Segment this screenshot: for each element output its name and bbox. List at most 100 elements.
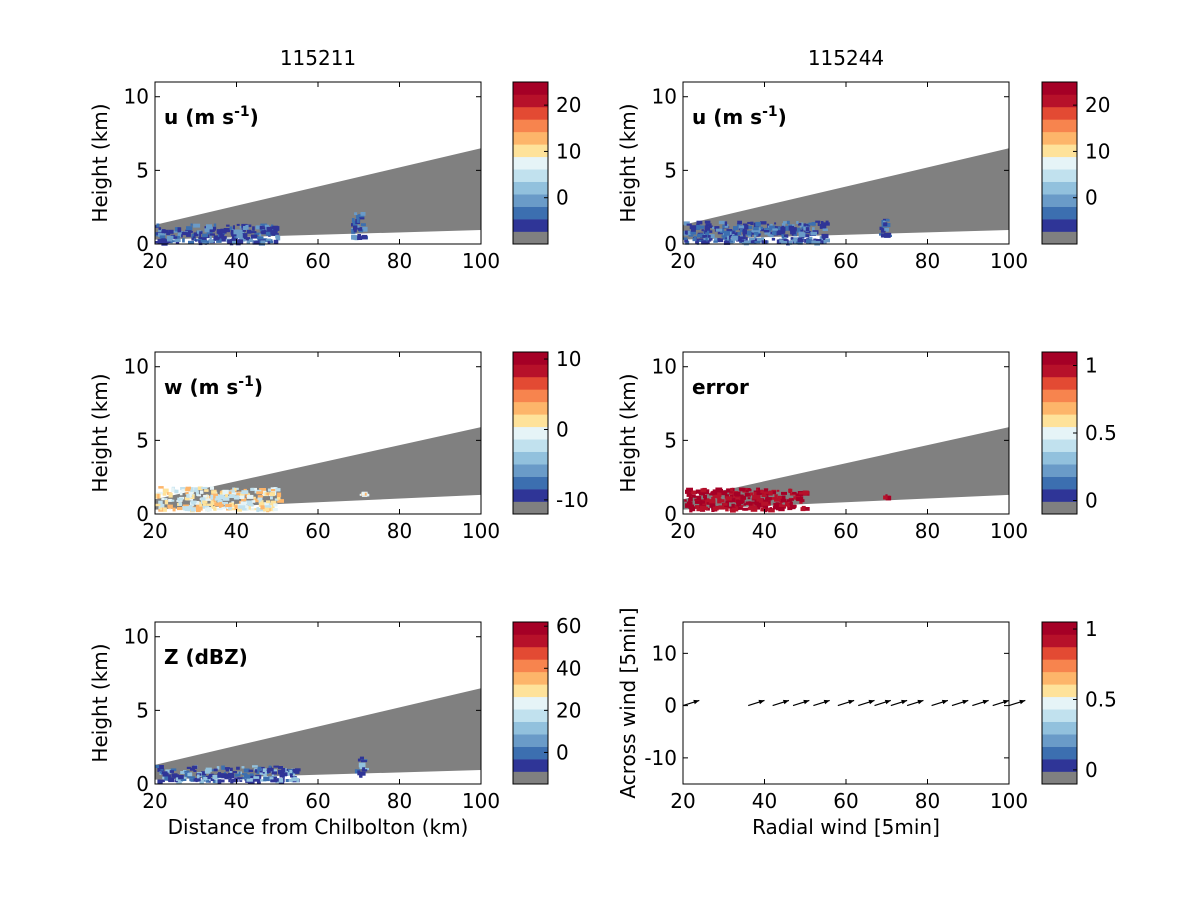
data-cell xyxy=(193,765,198,770)
data-cell xyxy=(254,769,258,773)
data-cell xyxy=(216,238,222,243)
data-cell xyxy=(802,490,809,495)
data-cell xyxy=(351,223,354,227)
colorbar: 10 0 -10 xyxy=(512,347,589,515)
column-title-left: 115211 xyxy=(280,46,356,70)
data-cell xyxy=(691,490,698,495)
colorbar-segment xyxy=(1042,696,1077,710)
data-cell xyxy=(228,490,235,493)
data-cell xyxy=(703,494,707,500)
data-cell xyxy=(786,220,790,225)
x-tick-label: 20 xyxy=(670,249,695,273)
data-cell xyxy=(231,501,235,504)
data-cell xyxy=(243,768,250,773)
x-tick-label: 40 xyxy=(224,519,249,543)
data-cell xyxy=(214,502,220,507)
data-cell xyxy=(279,772,285,778)
data-cell xyxy=(700,488,707,493)
data-cell xyxy=(200,505,207,509)
vector-head xyxy=(782,699,789,705)
x-tick-label: 80 xyxy=(915,249,940,273)
data-cell xyxy=(211,490,217,494)
y-axis-label: Height (km) xyxy=(88,373,112,492)
data-cell xyxy=(232,240,237,244)
data-cell xyxy=(186,497,194,501)
data-cell xyxy=(236,507,242,512)
data-cell xyxy=(750,507,758,512)
data-cell xyxy=(259,772,266,775)
data-cell xyxy=(781,241,788,245)
data-cell xyxy=(164,776,169,781)
data-cell xyxy=(216,229,221,234)
data-cell xyxy=(747,497,751,500)
data-cell xyxy=(289,770,293,773)
data-cell xyxy=(352,220,358,226)
data-cell xyxy=(229,494,235,498)
data-cell xyxy=(188,505,193,510)
data-cell xyxy=(255,235,259,238)
colorbar-segment xyxy=(1042,206,1077,220)
x-tick-label: 100 xyxy=(990,519,1028,543)
data-cell xyxy=(788,241,793,245)
data-cell xyxy=(732,507,739,512)
colorbar-tick-label: 0 xyxy=(1085,489,1098,513)
data-cell xyxy=(724,221,728,226)
data-cell xyxy=(266,500,271,504)
data-cell xyxy=(205,775,211,779)
data-cell xyxy=(193,232,199,237)
data-cell xyxy=(260,223,268,228)
colorbar-segment xyxy=(1042,106,1077,120)
colorbar-tick-label: 10 xyxy=(556,347,581,371)
data-cell xyxy=(361,760,367,763)
data-cell xyxy=(253,241,260,245)
data-cell xyxy=(278,766,283,769)
data-cell xyxy=(781,234,789,238)
data-cell xyxy=(773,506,780,509)
data-cell xyxy=(194,501,200,505)
data-cell xyxy=(290,773,293,778)
data-cell xyxy=(217,499,223,504)
data-cell xyxy=(217,773,224,778)
data-cell xyxy=(754,241,761,244)
data-cell xyxy=(804,507,810,511)
x-tick-label: 20 xyxy=(142,789,167,813)
data-cell xyxy=(220,237,226,242)
data-cell xyxy=(257,497,263,501)
data-cell xyxy=(158,229,164,234)
data-cell xyxy=(273,239,279,244)
data-cell xyxy=(271,224,274,227)
colorbar-segment xyxy=(1042,82,1077,95)
data-cell xyxy=(231,238,237,242)
data-cell xyxy=(161,497,165,501)
data-region xyxy=(883,494,892,501)
data-cell xyxy=(760,226,764,230)
colorbar-segment xyxy=(1042,181,1077,195)
data-cell xyxy=(879,233,883,236)
data-cell xyxy=(271,769,278,773)
data-cell xyxy=(248,775,254,779)
y-tick-label: 0 xyxy=(664,232,677,256)
data-cell xyxy=(738,236,746,240)
data-cell xyxy=(792,491,797,494)
data-cell xyxy=(357,770,361,776)
data-cell xyxy=(781,495,786,501)
y-axis-label: Height (km) xyxy=(616,103,640,222)
vector-head xyxy=(848,699,855,705)
data-cell xyxy=(811,240,816,245)
data-cell xyxy=(684,239,688,243)
data-cell xyxy=(798,231,804,234)
data-cell xyxy=(270,500,275,504)
colorbar-segment xyxy=(513,634,548,648)
data-cell xyxy=(796,497,802,502)
data-cell xyxy=(259,233,262,237)
x-tick-label: 40 xyxy=(752,249,777,273)
data-cell xyxy=(756,498,764,502)
data-cell xyxy=(234,487,237,491)
data-cell xyxy=(217,779,222,784)
data-cell xyxy=(736,503,742,507)
data-cell xyxy=(257,766,262,771)
y-axis-label: Height (km) xyxy=(88,103,112,222)
data-cell xyxy=(185,487,191,492)
data-cell xyxy=(360,212,366,216)
data-cell xyxy=(249,231,257,234)
